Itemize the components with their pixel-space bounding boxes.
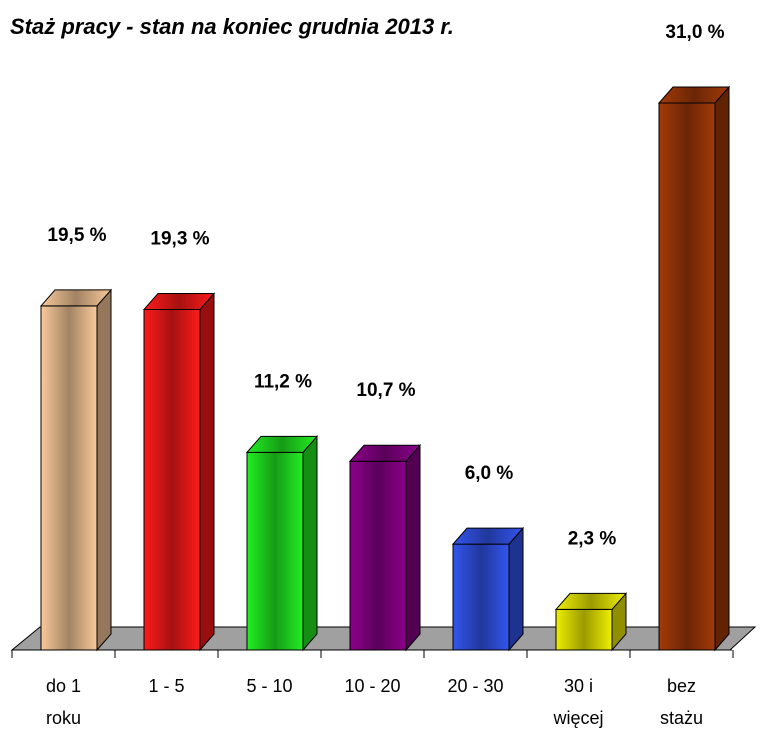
bar-top-shade: [41, 289, 111, 306]
bar-side-shade: [200, 293, 214, 650]
value-label: 10,7 %: [356, 380, 415, 401]
bar-side-shade: [509, 528, 523, 650]
bar: [554, 592, 628, 652]
bar-front-shade: [659, 103, 715, 650]
x-tick-label: 10 - 20: [344, 676, 401, 696]
bar-top-shade: [659, 87, 729, 103]
bar-front-shade: [350, 461, 406, 650]
bar-top-shade: [350, 445, 420, 462]
bar: [657, 85, 731, 652]
bar-top-shade: [144, 293, 214, 310]
bar: [39, 288, 113, 652]
x-tick-label: 30 i więcej: [553, 676, 604, 728]
value-label: 11,2 %: [254, 371, 312, 392]
value-label: 2,3 %: [568, 528, 617, 549]
bar-front-shade: [144, 309, 200, 650]
bar: [142, 292, 216, 652]
value-label: 31,0 %: [665, 22, 724, 43]
bar-side-shade: [406, 445, 420, 650]
bar-front-shade: [247, 452, 303, 650]
bar: [348, 443, 422, 652]
bar: [451, 526, 525, 652]
value-label: 6,0 %: [465, 463, 514, 484]
bar-side-shade: [97, 289, 111, 650]
value-label: 19,3 %: [150, 228, 209, 249]
x-tick-label: do 1 roku: [45, 676, 82, 728]
bar-side-shade: [303, 436, 317, 650]
bar-side-shade: [715, 87, 729, 650]
bar-front-shade: [41, 305, 97, 650]
x-tick-label: bez stażu: [659, 676, 704, 728]
bar: [245, 435, 319, 652]
bar-side-shade: [612, 593, 626, 650]
chart-title: Staż pracy - stan na koniec grudnia 2013…: [10, 14, 454, 39]
bar-front-shade: [556, 609, 612, 650]
value-label: 19,5 %: [47, 225, 106, 246]
bar-top-shade: [247, 436, 317, 453]
x-tick-label: 5 - 10: [246, 676, 293, 696]
x-tick-label: 1 - 5: [148, 676, 185, 696]
bar-top-shade: [556, 593, 626, 610]
x-tick-label: 20 - 30: [447, 676, 504, 696]
bar-front-shade: [453, 544, 509, 650]
bar-top-shade: [453, 528, 523, 545]
